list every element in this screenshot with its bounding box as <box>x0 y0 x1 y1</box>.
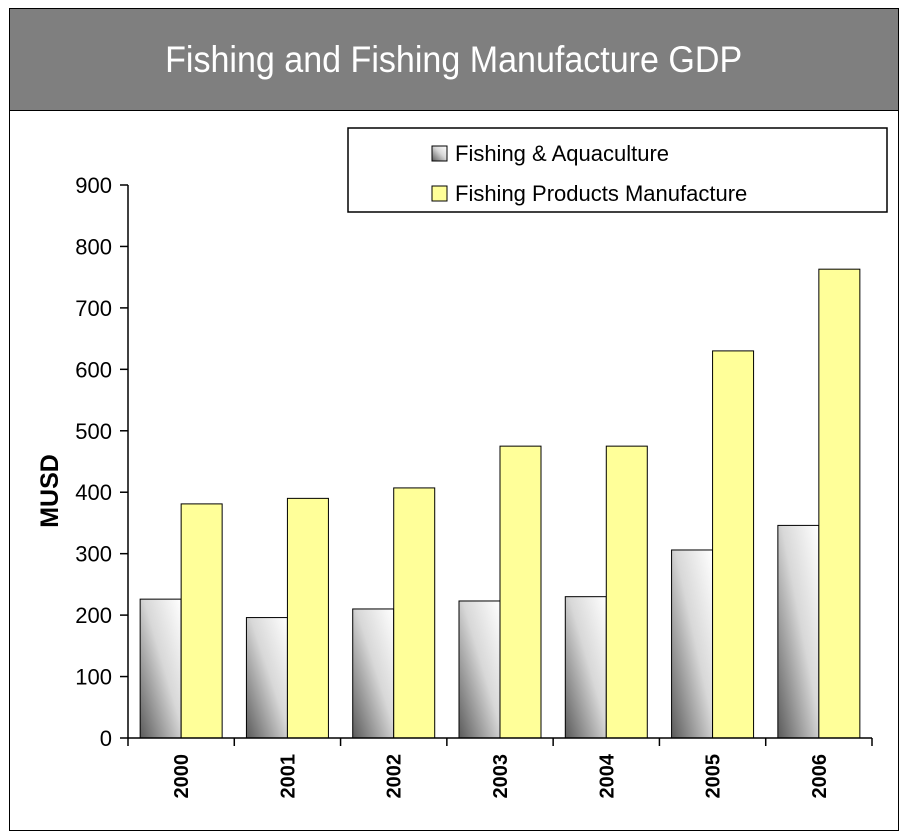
y-tick-label-300: 300 <box>75 542 112 567</box>
x-tick-label-2001: 2001 <box>277 754 299 799</box>
legend-label-fishing-aquaculture: Fishing & Aquaculture <box>455 141 669 166</box>
y-tick-label-600: 600 <box>75 357 112 382</box>
bars-layer <box>139 268 861 739</box>
bar-fishing-aquaculture-2002 <box>352 608 395 739</box>
chart-title: Fishing and Fishing Manufacture GDP <box>165 38 743 80</box>
bar-fishing-products-2001 <box>286 497 329 739</box>
axes-layer: 0 100 200 300 400 500 600 700 800 900 2000 2001 2002… <box>75 173 873 799</box>
x-tick-label-2002: 2002 <box>384 754 406 799</box>
y-tick-label-900: 900 <box>75 173 112 198</box>
legend-swatch-fishing-aquaculture <box>431 145 448 162</box>
bar-fishing-aquaculture-2004 <box>564 596 607 739</box>
bar-fishing-products-2002 <box>393 487 436 739</box>
x-tick-label-2004: 2004 <box>596 753 618 798</box>
y-tick-label-400: 400 <box>75 480 112 505</box>
y-tick-label-500: 500 <box>75 419 112 444</box>
y-tick-label-700: 700 <box>75 296 112 321</box>
bar-fishing-products-2000 <box>180 503 223 739</box>
y-tick-label-0: 0 <box>100 726 112 751</box>
bar-fishing-aquaculture-2000 <box>139 598 182 739</box>
bar-fishing-products-2003 <box>499 445 542 739</box>
bar-fishing-products-2005 <box>712 350 755 739</box>
bar-fishing-products-2006 <box>818 268 861 739</box>
y-tick-label-100: 100 <box>75 665 112 690</box>
legend: Fishing & Aquaculture Fishing Products M… <box>347 127 888 213</box>
x-tick-label-2000: 2000 <box>171 754 193 799</box>
y-tick-label-200: 200 <box>75 603 112 628</box>
y-axis-title: MUSD <box>36 454 64 528</box>
x-tick-label-2006: 2006 <box>809 754 831 799</box>
bar-fishing-aquaculture-2001 <box>245 617 288 739</box>
bar-fishing-aquaculture-2003 <box>458 600 501 739</box>
legend-label-fishing-products: Fishing Products Manufacture <box>455 181 747 206</box>
bar-fishing-aquaculture-2005 <box>671 549 714 739</box>
bar-fishing-aquaculture-2006 <box>777 524 820 739</box>
y-tick-label-800: 800 <box>75 234 112 259</box>
x-tick-label-2003: 2003 <box>490 754 512 799</box>
title-bar: Fishing and Fishing Manufacture GDP <box>10 9 898 111</box>
legend-swatch-fishing-products <box>431 185 448 202</box>
bar-fishing-products-2004 <box>605 445 648 739</box>
x-tick-label-2005: 2005 <box>703 754 725 799</box>
